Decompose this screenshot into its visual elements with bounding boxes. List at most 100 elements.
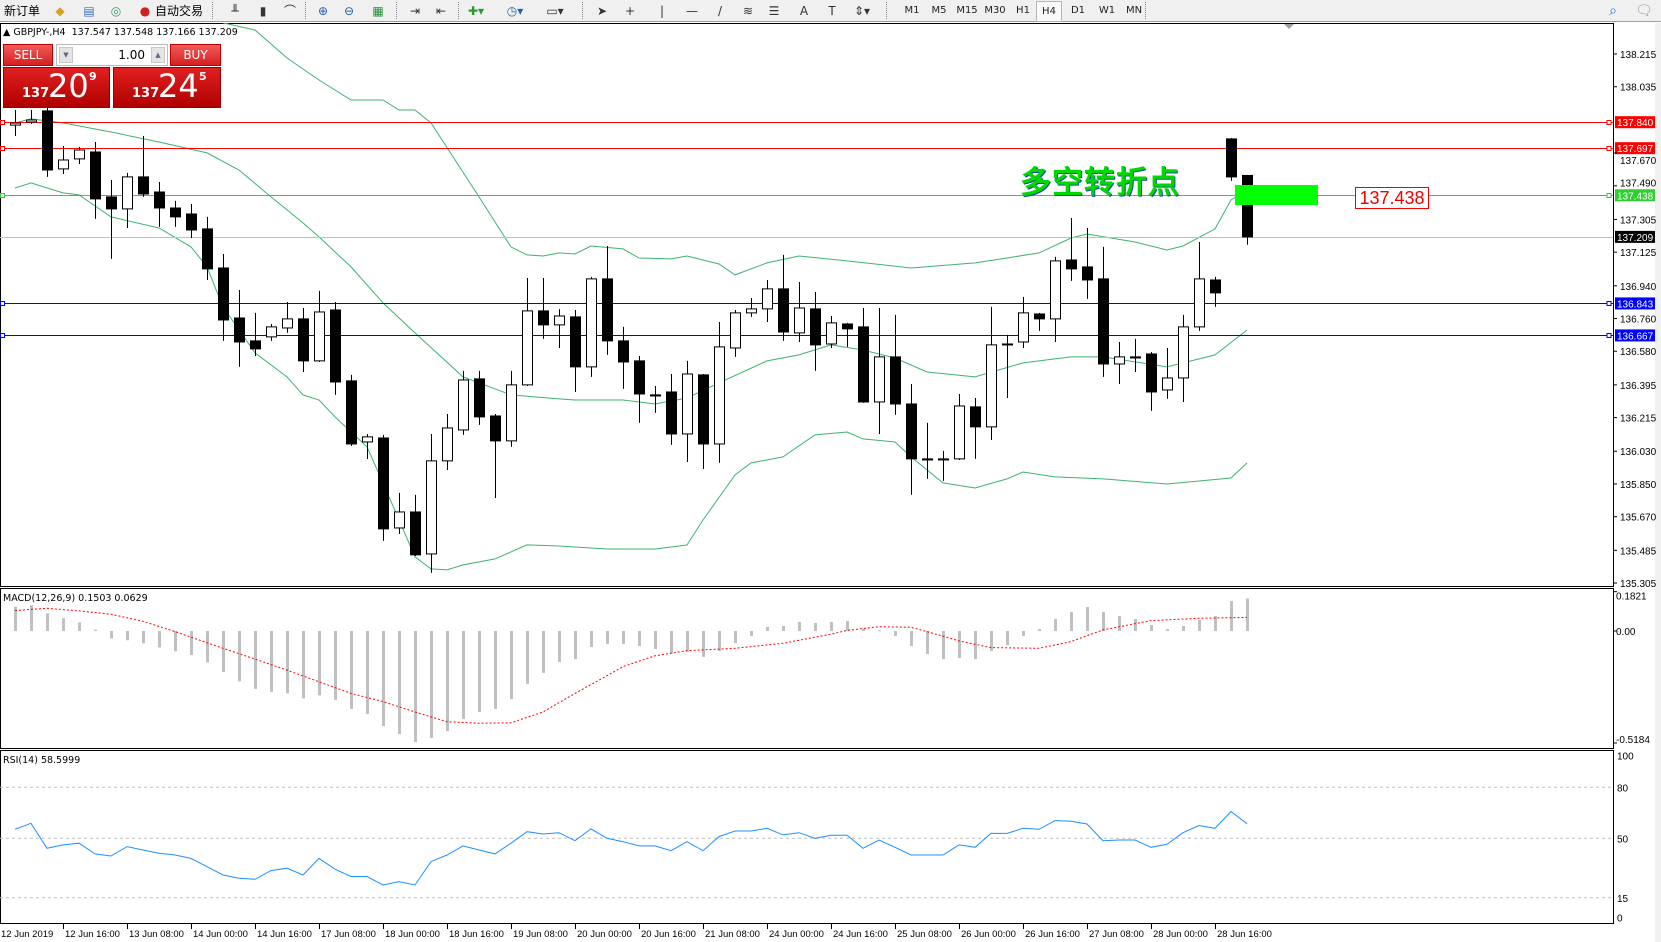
candle [74,146,85,164]
chat-icon[interactable]: 🗨 [1635,2,1653,19]
tile-windows-icon[interactable]: ▦ [372,3,384,18]
signals-icon[interactable]: ◎ [110,3,122,18]
line-anchor-right[interactable] [1606,333,1612,338]
candle-body-bull [442,427,453,462]
price-tag-137.438 [1615,189,1655,202]
trendline-icon[interactable]: / [717,3,723,18]
candle-body-bear [842,323,853,330]
macd-axis-label: 0.00 [1616,627,1636,638]
macd-histogram-bar [686,631,689,652]
line-anchor-right[interactable] [1606,301,1612,306]
navigator-icon[interactable]: ▤ [83,3,95,18]
candle-body-bear [1066,259,1077,270]
search-icon[interactable]: ⌕ [1609,2,1617,19]
lot-size-input[interactable]: ▼ 1.00 ▲ [56,44,168,66]
period-m30-button[interactable]: M30 [984,5,1006,16]
toolbar: 新订单 自动交易 ◆ ▤ ◎ ● ╨ ▮ ⌒ ⊕ ⊖ ▦ ⇥ ⇤ ✚▾ ◷▾ ▭▾ ➤ + | — / ≋ ☰ A T ⇕▾ M… [0,0,1661,22]
price-axis-label: 136.580 [1620,347,1657,358]
candle [602,245,613,355]
crosshair-icon[interactable]: + [624,3,636,18]
new-order-button[interactable]: 新订单 [3,4,40,18]
arrows-icon[interactable]: ⇕▾ [853,3,871,18]
ohlc-values: 137.547 137.548 137.166 137.209 [71,27,238,38]
macd-histogram-bar [62,618,65,631]
line-anchor-right[interactable] [1606,120,1612,125]
time-axis-label: 28 Jun 00:00 [1153,929,1208,940]
time-axis-label: 20 Jun 16:00 [641,929,696,940]
period-w1-button[interactable]: W1 [1098,5,1116,16]
auto-trading-button[interactable]: 自动交易 [154,4,203,18]
collapse-triangle-icon[interactable]: ▲ [3,27,14,38]
line-anchor-right[interactable] [1606,146,1612,151]
price-axis-label: 135.305 [1620,579,1657,590]
templates-icon[interactable]: ▭▾ [546,3,564,18]
macd-histogram-bar [734,631,737,644]
period-d1-button[interactable]: D1 [1070,5,1086,16]
candle-body-bull [1002,343,1013,346]
sell-button[interactable]: SELL [3,44,53,66]
fibonacci-retracement-icon[interactable]: ☰ [768,3,780,18]
price-axis-label: 137.670 [1620,156,1657,167]
chart-shift-marker-icon[interactable] [1284,24,1294,29]
sell-price-pips: 20 [48,67,89,105]
line-anchor-left[interactable] [0,301,5,306]
turning-point-highlight-box[interactable] [1235,185,1318,205]
autotrading-icon[interactable]: ● [139,3,151,18]
periods-clock-icon[interactable]: ◷▾ [506,3,524,18]
line-anchor-left[interactable] [0,193,5,198]
candle-body-bear [106,196,117,210]
turning-point-annotation[interactable]: 多空转折点 [1020,165,1180,201]
horizontal-line-icon[interactable]: — [686,3,698,18]
macd-histogram-bar [398,631,401,735]
bar-chart-icon[interactable]: ╨ [231,3,239,18]
period-mn-button[interactable]: MN [1125,5,1143,16]
candlestick-chart-icon[interactable]: ▮ [259,3,267,18]
macd-histogram-bar [254,631,257,689]
period-h1-button[interactable]: H1 [1016,5,1030,16]
candle [938,450,949,481]
rsi-axis-label: 80 [1617,783,1629,794]
period-h4-button[interactable]: H4 [1036,1,1062,22]
line-anchor-left[interactable] [0,333,5,338]
macd-histogram-bar [1150,624,1153,631]
buy-price-button[interactable]: 137 24 5 [113,67,221,108]
candle-body-bull [282,318,293,329]
text-icon[interactable]: A [799,3,809,18]
vertical-line-icon[interactable]: | [659,3,665,18]
lot-increase-button[interactable]: ▲ [151,47,165,63]
cursor-icon[interactable]: ➤ [596,3,608,18]
buy-button[interactable]: BUY [170,44,221,66]
line-anchor-left[interactable] [0,146,5,151]
candle-body-bear [650,394,661,397]
sell-price-button[interactable]: 137 20 9 [3,67,110,108]
candle-body-bear [186,213,197,231]
macd-histogram-bar [750,631,753,636]
price-axis-label: 137.490 [1620,178,1657,189]
fibonacci-channel-icon[interactable]: ≋ [742,3,754,18]
line-chart-icon[interactable]: ⌒ [283,4,296,18]
macd-histogram-bar [830,621,833,631]
candle-body-bear [538,310,549,326]
candle [1226,137,1237,181]
turning-point-price-label[interactable]: 137.438 [1355,187,1429,209]
metaeditor-icon[interactable]: ◆ [55,3,65,18]
macd-histogram-bar [910,631,913,646]
macd-histogram-bar [654,631,657,649]
line-anchor-left[interactable] [0,120,5,125]
candle [762,279,773,322]
macd-histogram-bar [766,626,769,631]
time-axis-label: 21 Jun 08:00 [705,929,760,940]
period-m5-button[interactable]: M5 [931,5,947,16]
indicators-icon[interactable]: ✚▾ [467,3,485,18]
chart-shift-icon[interactable]: ⇤ [435,3,447,18]
text-label-icon[interactable]: T [828,3,836,18]
zoom-out-icon[interactable]: ⊖ [343,3,355,18]
auto-scroll-icon[interactable]: ⇥ [409,3,421,18]
line-anchor-right[interactable] [1606,193,1612,198]
candle-body-bull [794,307,805,334]
zoom-in-icon[interactable]: ⊕ [317,3,329,18]
period-m15-button[interactable]: M15 [956,5,978,16]
lot-decrease-button[interactable]: ▼ [59,47,73,63]
period-m1-button[interactable]: M1 [904,5,920,16]
